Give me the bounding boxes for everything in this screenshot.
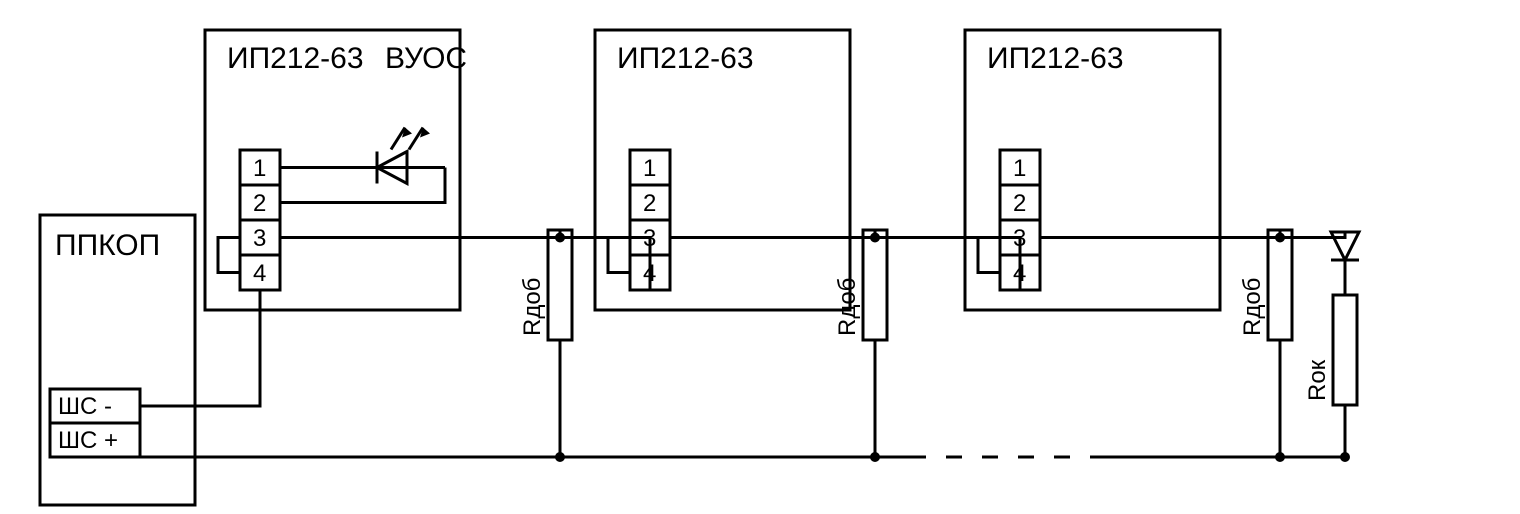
resistor-label: Rок [1304, 359, 1331, 401]
detector-terminal-num: 2 [643, 190, 656, 217]
detector-terminal-num: 1 [643, 155, 656, 182]
terminal-link-3-4 [218, 238, 240, 273]
wire-p3-r [670, 230, 875, 238]
detector-terminal-num: 1 [253, 155, 266, 182]
resistor [548, 230, 572, 340]
vuos-wire-2 [280, 168, 445, 203]
resistor-label: Rдоб [1239, 278, 1266, 336]
detector-terminal-num: 2 [1013, 190, 1026, 217]
detector-label: ИП212-63 [987, 42, 1124, 75]
terminal-link-3-4 [978, 238, 1000, 273]
panel-label: ППКОП [55, 229, 160, 262]
resistor [1333, 295, 1357, 405]
resistor [1268, 230, 1292, 340]
detector-label: ИП212-63 [617, 42, 754, 75]
junction [555, 452, 565, 462]
detector-terminal-num: 4 [253, 260, 266, 287]
panel-terminal-label: ШС + [58, 427, 118, 454]
wire-p3-r [1040, 230, 1280, 238]
junction [1340, 452, 1350, 462]
resistor-label: Rдоб [834, 278, 861, 336]
detector-terminal-num: 3 [253, 225, 266, 252]
junction [870, 233, 880, 243]
junction [555, 233, 565, 243]
vuos-ray [391, 128, 405, 150]
resistor [863, 230, 887, 340]
junction [870, 452, 880, 462]
vuos-ray [409, 128, 423, 150]
terminal-link-3-4 [608, 238, 630, 273]
junction [1275, 452, 1285, 462]
wire-chain [875, 238, 1020, 291]
resistor-label: Rдоб [519, 278, 546, 336]
wire-p3-r [280, 230, 560, 238]
wire-neg-det0 [140, 290, 260, 406]
vuos-label: ВУОС [385, 42, 467, 75]
detector-terminal-num: 1 [1013, 155, 1026, 182]
junction [1275, 233, 1285, 243]
detector-terminal-num: 2 [253, 190, 266, 217]
panel-terminal-label: ШС - [58, 393, 112, 420]
detector-label: ИП212-63 [227, 42, 364, 75]
